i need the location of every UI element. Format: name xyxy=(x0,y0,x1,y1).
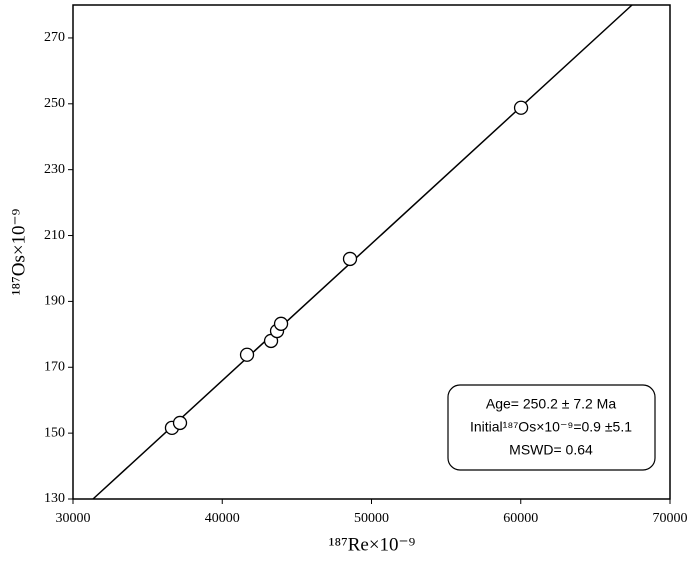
annotation: Initial¹⁸⁷Os×10⁻⁹=0.9 ±5.1 xyxy=(470,419,632,435)
x-tick-label: 60000 xyxy=(503,511,538,526)
x-tick-label: 40000 xyxy=(205,511,240,526)
data-point xyxy=(273,316,289,331)
data-point xyxy=(172,415,188,431)
data-point xyxy=(342,251,358,267)
x-tick-label: 50000 xyxy=(354,511,389,526)
y-tick-label: 210 xyxy=(44,228,65,243)
y-tick-label: 130 xyxy=(44,491,65,506)
y-axis-label: ¹⁸⁷Os×10⁻⁹ xyxy=(8,208,29,295)
y-tick-label: 170 xyxy=(44,359,65,374)
y-tick-label: 150 xyxy=(44,425,65,440)
data-point xyxy=(513,100,529,115)
y-tick-label: 270 xyxy=(44,30,65,45)
x-tick-label: 30000 xyxy=(56,511,91,526)
data-point xyxy=(239,347,255,362)
annotation: Age= 250.2 ± 7.2 Ma xyxy=(486,396,616,412)
y-tick-label: 250 xyxy=(44,96,65,111)
annotation-box xyxy=(447,384,656,471)
x-axis-label: ¹⁸⁷Re×10⁻⁹ xyxy=(329,534,416,555)
x-tick-label: 70000 xyxy=(653,511,688,526)
y-tick-label: 230 xyxy=(44,162,65,177)
annotation: MSWD= 0.64 xyxy=(509,442,593,458)
y-tick-label: 190 xyxy=(44,294,65,309)
